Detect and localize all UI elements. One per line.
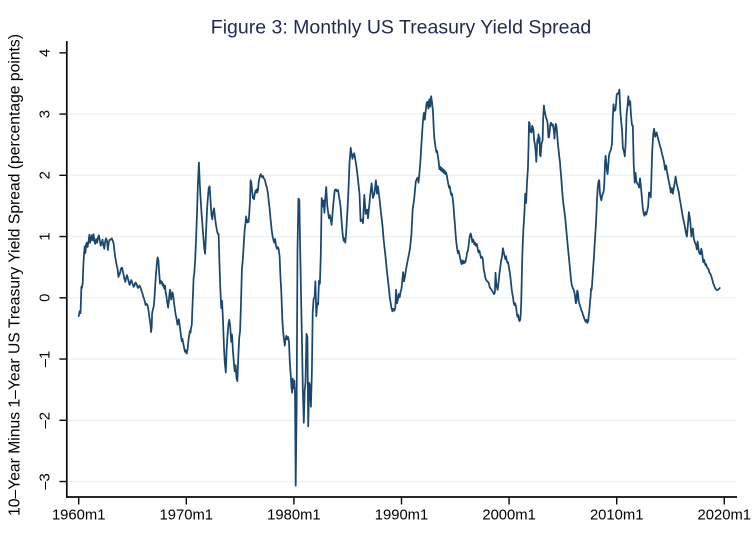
svg-text:1970m1: 1970m1: [160, 508, 213, 524]
svg-text:3: 3: [38, 110, 54, 118]
svg-text:0: 0: [38, 294, 54, 302]
svg-text:1980m1: 1980m1: [267, 508, 320, 524]
svg-text:–3: –3: [38, 473, 54, 489]
svg-text:Figure 3: Monthly US Treasury: Figure 3: Monthly US Treasury Yield Spre…: [211, 17, 591, 39]
svg-text:2000m1: 2000m1: [482, 508, 535, 524]
svg-text:10–Year Minus 1–Year US Treasu: 10–Year Minus 1–Year US Treasury Yield S…: [7, 34, 24, 516]
svg-text:1: 1: [38, 232, 54, 240]
svg-text:–2: –2: [38, 412, 54, 428]
svg-text:–1: –1: [38, 351, 54, 367]
svg-text:1990m1: 1990m1: [375, 508, 428, 524]
svg-text:4: 4: [38, 49, 54, 57]
svg-text:2010m1: 2010m1: [590, 508, 643, 524]
svg-text:1960m1: 1960m1: [52, 508, 105, 524]
svg-text:2020m1: 2020m1: [698, 508, 751, 524]
svg-text:2: 2: [38, 171, 54, 179]
